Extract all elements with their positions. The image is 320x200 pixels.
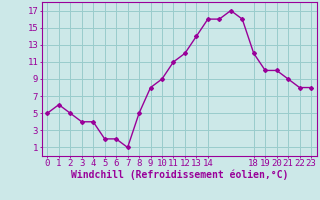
X-axis label: Windchill (Refroidissement éolien,°C): Windchill (Refroidissement éolien,°C) [70,170,288,180]
